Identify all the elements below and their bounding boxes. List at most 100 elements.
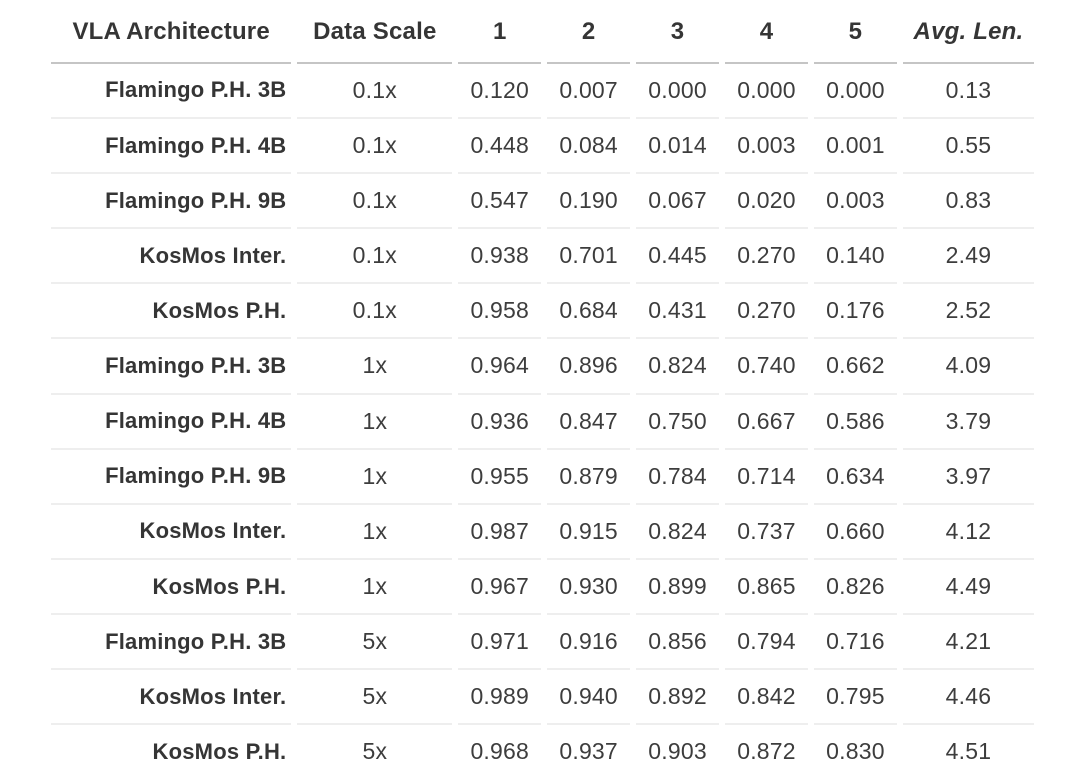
cell-step-4: 0.003	[725, 119, 808, 175]
cell-step-5: 0.000	[813, 64, 897, 119]
cell-step-4: 0.794	[725, 615, 808, 671]
cell-step-5: 0.140	[813, 229, 897, 285]
table-header-row: VLA Architecture Data Scale 1 2 3 4 5 Avg. Len.	[51, 9, 1034, 64]
cell-vla-architecture: KosMos Inter.	[51, 670, 292, 726]
cell-vla-architecture: KosMos Inter.	[51, 505, 292, 560]
cell-avg-len: 4.49	[902, 560, 1034, 616]
cell-step-4: 0.737	[725, 505, 808, 560]
cell-step-5: 0.001	[813, 119, 897, 175]
cell-step-3: 0.899	[636, 560, 720, 616]
cell-vla-architecture: Flamingo P.H. 9B	[51, 174, 292, 230]
cell-data-scale: 1x	[297, 505, 453, 560]
cell-step-5: 0.830	[826, 738, 885, 765]
cell-avg-len: 4.09	[902, 339, 1034, 395]
cell-vla-architecture: Flamingo P.H. 3B	[51, 64, 292, 119]
table-row: KosMos Inter. 5x 0.989 0.940 0.892 0.842 0.795…	[51, 670, 1034, 726]
column-header-data-scale: Data Scale	[297, 9, 453, 64]
cell-step-3: 0.750	[636, 395, 720, 450]
cell-step-4: 0.872	[737, 738, 796, 765]
cell-step-3: 0.856	[636, 615, 720, 671]
cell-step-3: 0.824	[636, 505, 720, 560]
cell-vla-architecture: Flamingo P.H. 9B	[51, 450, 292, 505]
cell-vla-architecture: Flamingo P.H. 4B	[51, 395, 292, 450]
cell-step-1: 0.971	[458, 615, 542, 671]
cell-step-5: 0.826	[813, 560, 897, 616]
table-row: KosMos P.H. 5x 0.968 0.937 0.903 0.872 0.830 4.…	[51, 725, 1034, 771]
cell-step-1: 0.448	[458, 119, 542, 175]
cell-step-4: 0.842	[725, 670, 808, 726]
cell-avg-len: 0.55	[902, 119, 1034, 175]
cell-step-1: 0.989	[458, 670, 542, 726]
cell-data-scale: 0.1x	[297, 174, 453, 230]
table-row: Flamingo P.H. 3B 0.1x 0.120 0.007 0.000 0.000…	[51, 64, 1034, 119]
cell-data-scale: 5x	[362, 738, 388, 765]
table-header: VLA Architecture Data Scale 1 2 3 4 5 Avg. Len.	[51, 9, 1034, 64]
cell-step-1: 0.936	[458, 395, 542, 450]
cell-step-2: 0.684	[547, 284, 631, 340]
cell-step-3: 0.067	[636, 174, 720, 230]
cell-step-1: 0.547	[458, 174, 542, 230]
cell-avg-len: 3.79	[902, 395, 1034, 450]
table-row: KosMos Inter. 0.1x 0.938 0.701 0.445 0.270 0.1…	[51, 229, 1034, 285]
cell-step-3: 0.892	[636, 670, 720, 726]
cell-step-2: 0.937	[559, 738, 618, 765]
cell-step-1: 0.955	[458, 450, 542, 505]
cell-data-scale: 0.1x	[297, 119, 453, 175]
cell-data-scale: 1x	[297, 339, 453, 395]
column-header-step-2: 2	[547, 9, 631, 64]
cell-avg-len: 0.83	[902, 174, 1034, 230]
cell-step-4: 0.667	[725, 395, 808, 450]
cell-step-5: 0.634	[813, 450, 897, 505]
column-header-step-3: 3	[636, 9, 720, 64]
column-header-vla-architecture: VLA Architecture	[51, 9, 292, 64]
cell-step-3: 0.000	[636, 64, 720, 119]
cell-step-1: 0.120	[458, 64, 542, 119]
table-row: KosMos P.H. 0.1x 0.958 0.684 0.431 0.270 0.176…	[51, 284, 1034, 340]
cell-step-3: 0.431	[636, 284, 720, 340]
cell-vla-architecture: Flamingo P.H. 3B	[51, 339, 292, 395]
cell-avg-len: 4.46	[902, 670, 1034, 726]
cell-data-scale: 1x	[297, 560, 453, 616]
cell-step-5: 0.586	[813, 395, 897, 450]
cell-avg-len: 4.12	[902, 505, 1034, 560]
cell-step-4: 0.020	[725, 174, 808, 230]
cell-data-scale: 5x	[297, 615, 453, 671]
table-row: Flamingo P.H. 9B 0.1x 0.547 0.190 0.067 0.020…	[51, 174, 1034, 230]
cell-step-4: 0.714	[725, 450, 808, 505]
table-row: Flamingo P.H. 3B 5x 0.971 0.916 0.856 0.794 0.…	[51, 615, 1034, 671]
cell-vla-architecture: KosMos P.H.	[51, 560, 292, 616]
cell-step-1: 0.968	[470, 738, 529, 765]
cell-step-2: 0.701	[547, 229, 631, 285]
cell-step-2: 0.007	[547, 64, 631, 119]
cell-data-scale: 0.1x	[297, 284, 453, 340]
column-header-step-5: 5	[813, 9, 897, 64]
cell-vla-architecture: KosMos P.H.	[152, 738, 287, 764]
table-body: Flamingo P.H. 3B 0.1x 0.120 0.007 0.000 0.000…	[51, 64, 1034, 771]
cell-step-2: 0.940	[547, 670, 631, 726]
cell-step-2: 0.930	[547, 560, 631, 616]
cell-step-5: 0.176	[813, 284, 897, 340]
column-header-step-1: 1	[458, 9, 542, 64]
cell-step-5: 0.716	[813, 615, 897, 671]
cell-avg-len: 4.21	[902, 615, 1034, 671]
cell-step-1: 0.938	[458, 229, 542, 285]
cell-step-3: 0.445	[636, 229, 720, 285]
cell-step-5: 0.003	[813, 174, 897, 230]
cell-step-3: 0.824	[636, 339, 720, 395]
table-row: Flamingo P.H. 3B 1x 0.964 0.896 0.824 0.740 0.…	[51, 339, 1034, 395]
cell-data-scale: 5x	[297, 670, 453, 726]
cell-step-2: 0.084	[547, 119, 631, 175]
cell-step-4: 0.270	[725, 284, 808, 340]
cell-avg-len: 3.97	[902, 450, 1034, 505]
cell-vla-architecture: KosMos P.H.	[51, 284, 292, 340]
cell-step-5: 0.662	[813, 339, 897, 395]
cell-step-4: 0.740	[725, 339, 808, 395]
cell-step-2: 0.879	[547, 450, 631, 505]
table-row: KosMos P.H. 1x 0.967 0.930 0.899 0.865 0.826 4.…	[51, 560, 1034, 616]
cell-step-2: 0.896	[547, 339, 631, 395]
cell-step-2: 0.915	[547, 505, 631, 560]
column-header-avg-len: Avg. Len.	[902, 9, 1034, 64]
table-row: Flamingo P.H. 4B 1x 0.936 0.847 0.750 0.667 0.…	[51, 395, 1034, 450]
cell-avg-len: 2.52	[902, 284, 1034, 340]
